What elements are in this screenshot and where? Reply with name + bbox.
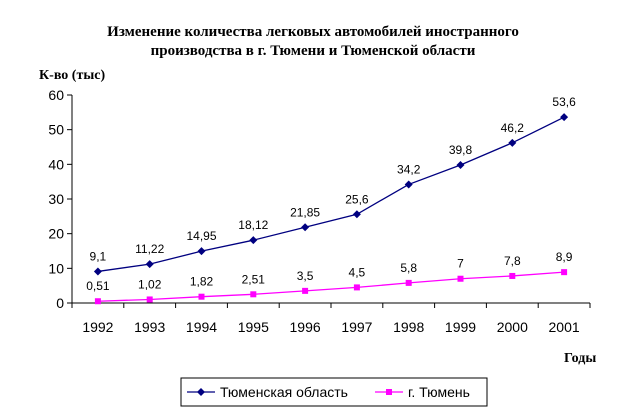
data-point [405,279,412,286]
data-label: 0,51 [86,279,110,293]
data-label: 25,6 [345,192,369,206]
data-label: 7 [457,257,464,271]
data-point [561,269,568,276]
data-label: 11,22 [135,242,164,256]
series-layer [93,113,569,305]
series-line-1 [97,271,565,302]
y-tick-label: 60 [48,87,64,103]
data-label: 21,85 [290,205,320,219]
data-label: 39,8 [449,143,473,157]
data-point [560,113,569,122]
y-axis-title: К-во (тыс) [39,68,105,83]
data-label: 2,51 [242,272,266,286]
x-tick-label: 2000 [497,319,528,335]
x-tick-label: 1992 [82,319,113,335]
data-point [197,247,206,256]
y-tick-label: 10 [48,260,64,276]
legend-box [180,377,488,407]
x-tick-label: 1994 [186,319,217,335]
data-point [302,287,309,294]
data-label: 18,12 [238,218,268,232]
data-point [93,267,102,276]
y-tick-label: 0 [56,295,64,311]
y-tick-label: 20 [48,226,64,242]
data-point [94,298,101,305]
x-axis-title: Годы [564,351,596,366]
data-label: 53,6 [552,95,576,109]
data-label: 14,95 [186,229,216,243]
data-label: 3,5 [297,269,314,283]
data-label: 34,2 [397,162,421,176]
x-tick-label: 1993 [134,319,165,335]
x-tick-label: 1999 [445,319,476,335]
x-tick-label: 2001 [549,319,580,335]
legend-marker-tyumen-city [386,389,392,395]
chart-title-line-2: производства в г. Тюмени и Тюменской обл… [151,43,476,59]
data-label: 1,02 [138,277,162,291]
data-point [145,260,154,269]
data-point [301,223,310,232]
data-point [508,138,517,147]
legend-label-tyumen-city: г. Тюмень [408,384,470,400]
data-point [353,284,360,291]
y-axis-ticks: 0 10 20 30 40 50 60 [48,87,72,311]
data-label: 8,9 [556,250,573,264]
legend-marker-tyumen-oblast [197,388,205,396]
data-label: 4,5 [349,265,366,279]
data-label: 46,2 [501,121,525,135]
data-label: 7,8 [504,254,521,268]
y-tick-label: 50 [48,122,64,138]
x-tick-label: 1997 [341,319,372,335]
data-point [456,161,465,170]
series-line-0 [97,116,565,273]
data-label: 9,1 [90,249,107,263]
data-point [249,236,258,245]
legend: Тюменская область г. Тюмень [180,377,488,407]
data-point [146,296,153,303]
data-label: 5,8 [400,261,417,275]
data-point [457,275,464,282]
data-point [198,293,205,300]
data-labels-layer: 9,1 11,22 14,95 18,12 21,85 25,6 34,2 39,8 46,2 5… [86,95,576,293]
y-tick-label: 40 [48,156,64,172]
chart-title: Изменение количества легковых автомобиле… [107,24,519,59]
data-point [404,180,413,189]
x-tick-label: 1996 [290,319,321,335]
chart-title-line-1: Изменение количества легковых автомобиле… [107,24,519,40]
x-tick-label: 1998 [393,319,424,335]
y-tick-label: 30 [48,191,64,207]
x-tick-label: 1995 [238,319,269,335]
legend-label-tyumen-oblast: Тюменская область [220,384,348,400]
x-axis-ticks: 1992 1993 1994 1995 1996 1997 1998 1999 2000 2001 [71,303,591,335]
data-point [509,272,516,279]
data-point [250,291,257,298]
data-label: 1,82 [190,275,214,289]
data-point [352,210,361,219]
